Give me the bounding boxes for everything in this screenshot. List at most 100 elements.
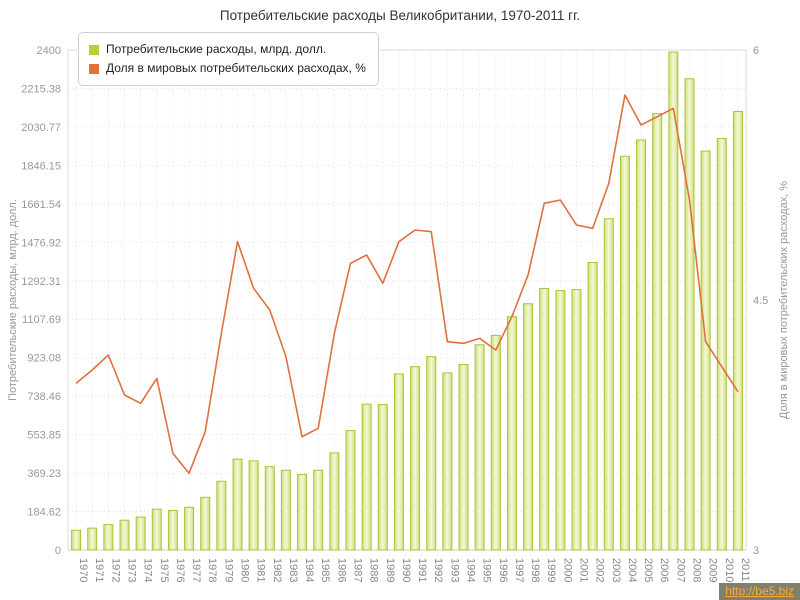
x-axis-year-label: 1994 (465, 558, 477, 582)
x-axis-year-label: 1976 (174, 558, 186, 582)
bar (135, 516, 146, 551)
bar (587, 262, 598, 551)
bar (523, 303, 534, 551)
bar (426, 356, 437, 551)
x-axis-year-label: 1996 (497, 558, 509, 582)
legend-swatch-share (89, 63, 99, 74)
bar (668, 51, 679, 551)
x-axis-year-label: 1983 (287, 558, 299, 582)
x-axis-year-label: 1988 (368, 558, 380, 582)
bar (410, 366, 421, 551)
x-axis-year-label: 1981 (255, 558, 267, 582)
bar (490, 334, 501, 551)
x-axis-year-label: 1984 (303, 558, 315, 582)
x-axis-year-label: 1992 (432, 558, 444, 582)
left-axis-tick-label: 923.08 (27, 353, 61, 365)
x-axis-year-label: 1995 (481, 558, 493, 582)
x-axis-year-label: 1997 (513, 558, 525, 582)
bar (216, 480, 227, 551)
bar (119, 519, 130, 551)
bar (329, 452, 340, 551)
bar (264, 466, 275, 551)
left-axis-tick-label: 2215.38 (21, 83, 61, 95)
bar (539, 288, 550, 551)
x-axis-year-label: 2006 (658, 558, 670, 582)
bar (555, 290, 566, 551)
x-axis-year-label: 2007 (674, 558, 686, 582)
bar (619, 155, 630, 551)
legend: Потребительские расходы, млрд. долл. Дол… (78, 32, 379, 86)
left-axis-tick-label: 553.85 (27, 430, 61, 442)
bar (474, 344, 485, 551)
x-axis-year-label: 2001 (578, 558, 590, 582)
right-axis-tick-label: 3 (753, 545, 759, 557)
bar (345, 430, 356, 551)
x-axis-year-label: 2011 (739, 558, 751, 582)
x-axis-year-label: 1971 (93, 558, 105, 582)
x-axis-year-label: 1970 (77, 558, 89, 582)
x-axis-year-label: 2004 (626, 558, 638, 582)
right-axis-tick-label: 6 (753, 45, 759, 57)
bar (603, 218, 614, 551)
left-axis-tick-label: 1661.54 (21, 199, 61, 211)
right-axis-title: Доля в мировых потребительских расходах,… (778, 181, 790, 419)
x-axis-year-label: 1982 (271, 558, 283, 582)
left-axis-tick-label: 1476.92 (21, 237, 61, 249)
x-axis-year-label: 2010 (723, 558, 735, 582)
x-axis-year-label: 1977 (190, 558, 202, 582)
bar (636, 139, 647, 551)
bar (313, 469, 324, 551)
legend-label-spending: Потребительские расходы, млрд. долл. (106, 42, 327, 56)
left-axis-tick-label: 2030.77 (21, 122, 61, 134)
bar (506, 316, 517, 551)
bar (652, 113, 663, 551)
x-axis-year-label: 2003 (610, 558, 622, 582)
legend-item-share[interactable]: Доля в мировых потребительских расходах,… (89, 59, 366, 78)
x-axis-year-label: 1973 (126, 558, 138, 582)
chart-title: Потребительские расходы Великобритании, … (219, 8, 581, 23)
bar (684, 78, 695, 551)
right-axis-tick-label: 4.5 (753, 295, 768, 307)
left-axis-tick-label: 1107.69 (22, 314, 61, 326)
bar (232, 458, 243, 551)
x-axis-year-label: 2002 (594, 558, 606, 582)
bar (167, 509, 178, 551)
watermark-link[interactable]: http://be5.biz (719, 583, 800, 600)
bar (458, 364, 469, 551)
left-axis-tick-label: 369.23 (27, 468, 61, 480)
x-axis-year-label: 1972 (109, 558, 121, 582)
x-axis-year-label: 1980 (239, 558, 251, 582)
x-axis-year-label: 1974 (142, 558, 154, 582)
bar (200, 496, 211, 551)
bar (184, 506, 195, 551)
x-axis-year-label: 1999 (545, 558, 557, 582)
left-axis-tick-label: 1292.31 (21, 276, 61, 288)
x-axis-year-label: 1987 (352, 558, 364, 582)
x-axis-year-label: 2009 (707, 558, 719, 582)
bar (297, 474, 308, 551)
bar (700, 150, 711, 551)
bar (732, 110, 743, 551)
x-axis-year-label: 1991 (416, 558, 428, 582)
x-axis-year-label: 1993 (448, 558, 460, 582)
x-axis-year-label: 2000 (561, 558, 573, 582)
bar (103, 524, 114, 551)
x-axis-year-label: 1975 (158, 558, 170, 582)
left-axis-tick-label: 2400 (37, 45, 61, 57)
bar (571, 289, 582, 551)
legend-item-spending[interactable]: Потребительские расходы, млрд. долл. (89, 40, 366, 59)
x-axis-year-label: 1990 (400, 558, 412, 582)
x-axis-year-label: 1985 (319, 558, 331, 582)
x-axis-year-label: 1986 (335, 558, 347, 582)
left-axis-tick-label: 0 (55, 545, 61, 557)
bar (716, 138, 727, 551)
bar (280, 469, 291, 551)
bar (151, 508, 162, 551)
legend-label-share: Доля в мировых потребительских расходах,… (106, 61, 366, 75)
share-line (75, 94, 739, 475)
x-axis-year-label: 1979 (222, 558, 234, 582)
bar (248, 460, 259, 551)
left-axis-tick-label: 184.62 (27, 507, 61, 519)
